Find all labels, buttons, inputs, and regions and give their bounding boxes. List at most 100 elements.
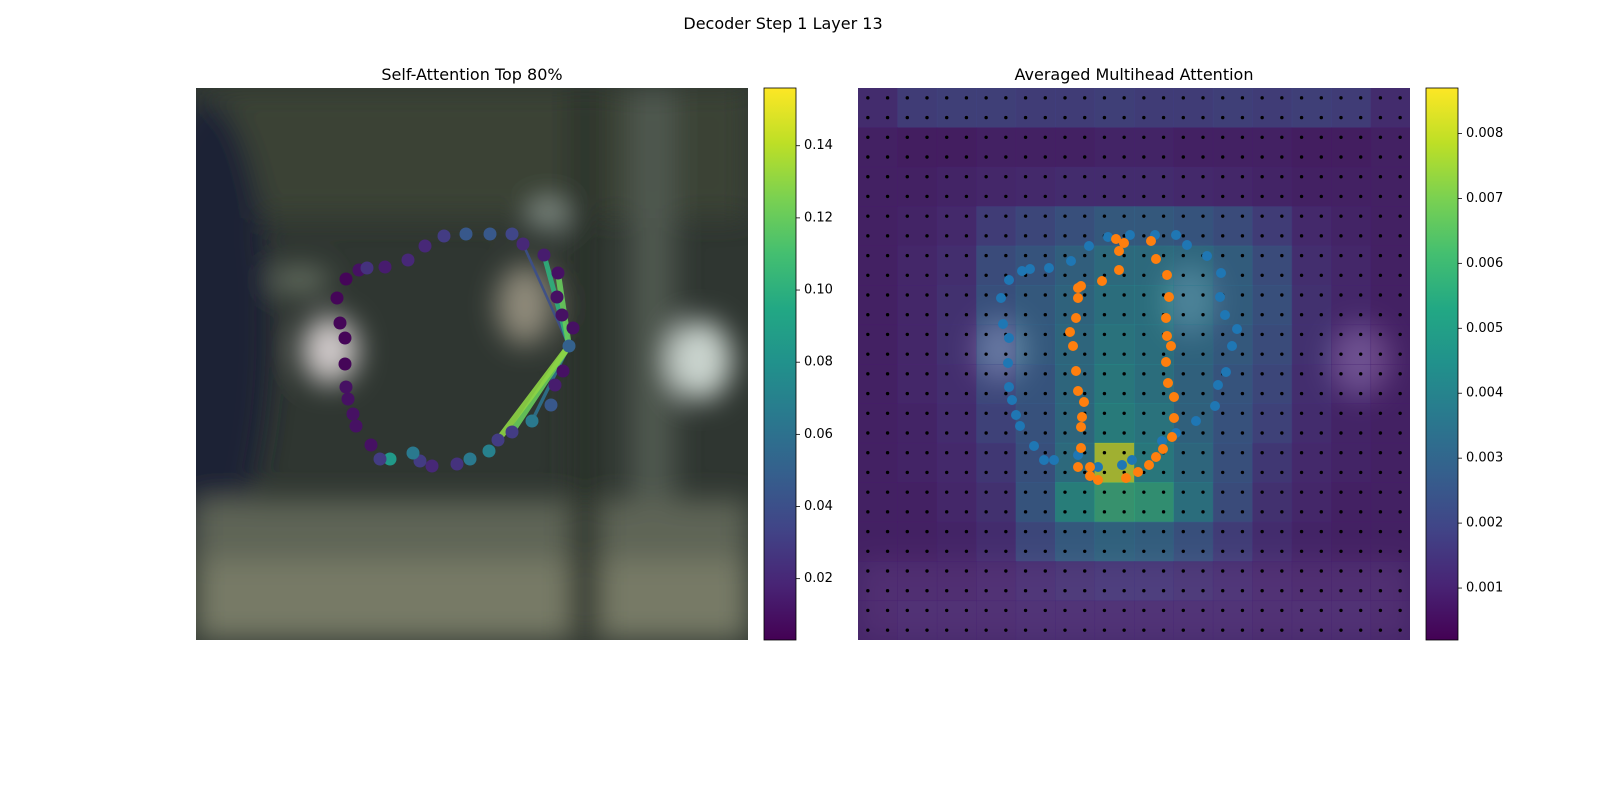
grid-dot: [1142, 391, 1146, 396]
grid-dot: [1063, 352, 1067, 356]
grid-dot: [1378, 608, 1383, 613]
grid-dot: [1043, 569, 1047, 573]
grid-dot: [1359, 529, 1363, 534]
grid-dot: [1299, 490, 1304, 494]
colorbar-tick-label: 0.003: [1466, 451, 1503, 466]
heatmap-cell: [1094, 364, 1135, 404]
heatmap-cell: [1173, 600, 1214, 640]
heatmap-cell: [897, 521, 938, 562]
grid-dot: [1043, 510, 1047, 514]
heatmap-cell: [1370, 324, 1410, 365]
point: [1103, 232, 1113, 242]
grid-dot: [1359, 589, 1363, 593]
grid-dot: [1161, 510, 1166, 514]
heatmap-cell: [1212, 285, 1253, 326]
heatmap-cell: [1291, 206, 1332, 247]
grid-dot: [1023, 175, 1028, 179]
colorbar: [763, 87, 797, 641]
grid-dot: [984, 234, 988, 238]
grid-dot: [1181, 175, 1185, 179]
point: [1164, 292, 1174, 302]
grid-dot: [925, 253, 929, 258]
grid-dot: [1102, 115, 1107, 120]
grid-dot: [1398, 194, 1402, 199]
heatmap-cell: [1252, 166, 1293, 207]
grid-dot: [1043, 234, 1047, 238]
grid-dot: [1122, 510, 1126, 514]
heatmap-cell: [858, 88, 898, 128]
grid-dot: [866, 549, 870, 553]
grid-dot: [1043, 96, 1047, 100]
grid-dot: [1280, 372, 1284, 376]
grid-dot: [1181, 273, 1185, 277]
grid-dot: [1083, 372, 1087, 376]
point: [1039, 455, 1049, 465]
heatmap-cell: [1173, 285, 1214, 326]
grid-dot: [925, 115, 929, 120]
grid-dot: [1063, 214, 1067, 218]
point: [450, 457, 464, 471]
grid-dot: [1142, 470, 1146, 475]
grid-dot: [1359, 135, 1363, 139]
grid-dot: [1398, 510, 1402, 514]
heatmap-cell: [976, 285, 1017, 326]
grid-dot: [1398, 589, 1402, 593]
grid-dot: [1319, 313, 1323, 317]
grid-dot: [866, 569, 870, 573]
grid-dot: [1102, 96, 1107, 100]
grid-dot: [1142, 293, 1146, 297]
heatmap-cell: [1134, 561, 1174, 602]
grid-dot: [1161, 234, 1166, 238]
point: [505, 227, 519, 241]
grid-dot: [1142, 332, 1146, 337]
grid-dot: [1280, 451, 1284, 455]
grid-dot: [1359, 470, 1363, 475]
grid-dot: [1083, 155, 1087, 159]
grid-dot: [1398, 253, 1402, 258]
heatmap-cell: [1094, 324, 1135, 365]
grid-dot: [925, 431, 929, 435]
point: [1117, 460, 1127, 470]
grid-dot: [1201, 431, 1205, 435]
heatmap-cell: [1252, 403, 1293, 444]
grid-dot: [1083, 431, 1087, 435]
grid-dot: [1240, 214, 1245, 218]
grid-dot: [1063, 510, 1067, 514]
heatmap-cell: [1212, 442, 1253, 483]
grid-dot: [1004, 628, 1008, 632]
point: [1066, 256, 1076, 266]
grid-dot: [1378, 135, 1383, 139]
heatmap-cell: [1015, 521, 1056, 562]
heatmap-cell: [858, 127, 898, 168]
point: [1007, 395, 1017, 405]
grid-dot: [866, 529, 870, 534]
grid-dot: [1319, 352, 1323, 356]
heatmap-cell: [858, 364, 898, 404]
grid-dot: [1201, 451, 1205, 455]
grid-dot: [1023, 529, 1028, 534]
grid-dot: [1083, 135, 1087, 139]
grid-dot: [1083, 391, 1087, 396]
grid-dot: [885, 431, 890, 435]
heatmap-cell: [1212, 403, 1253, 444]
grid-dot: [1221, 155, 1225, 159]
grid-dot: [1181, 313, 1185, 317]
grid-dot: [964, 253, 969, 258]
grid-dot: [1398, 529, 1402, 534]
heatmap-cell: [976, 521, 1017, 562]
grid-dot: [866, 293, 870, 297]
grid-dot: [866, 115, 870, 120]
grid-dot: [1240, 234, 1245, 238]
grid-dot: [905, 194, 909, 199]
point: [1073, 293, 1083, 303]
grid-dot: [1161, 470, 1166, 475]
grid-dot: [1043, 470, 1047, 475]
grid-dot: [1181, 451, 1185, 455]
grid-dot: [1299, 155, 1304, 159]
heatmap-cell: [1055, 245, 1096, 286]
grid-dot: [1122, 391, 1126, 396]
grid-dot: [1398, 569, 1402, 573]
point: [373, 452, 387, 466]
grid-dot: [1299, 372, 1304, 376]
grid-dot: [1221, 470, 1225, 475]
